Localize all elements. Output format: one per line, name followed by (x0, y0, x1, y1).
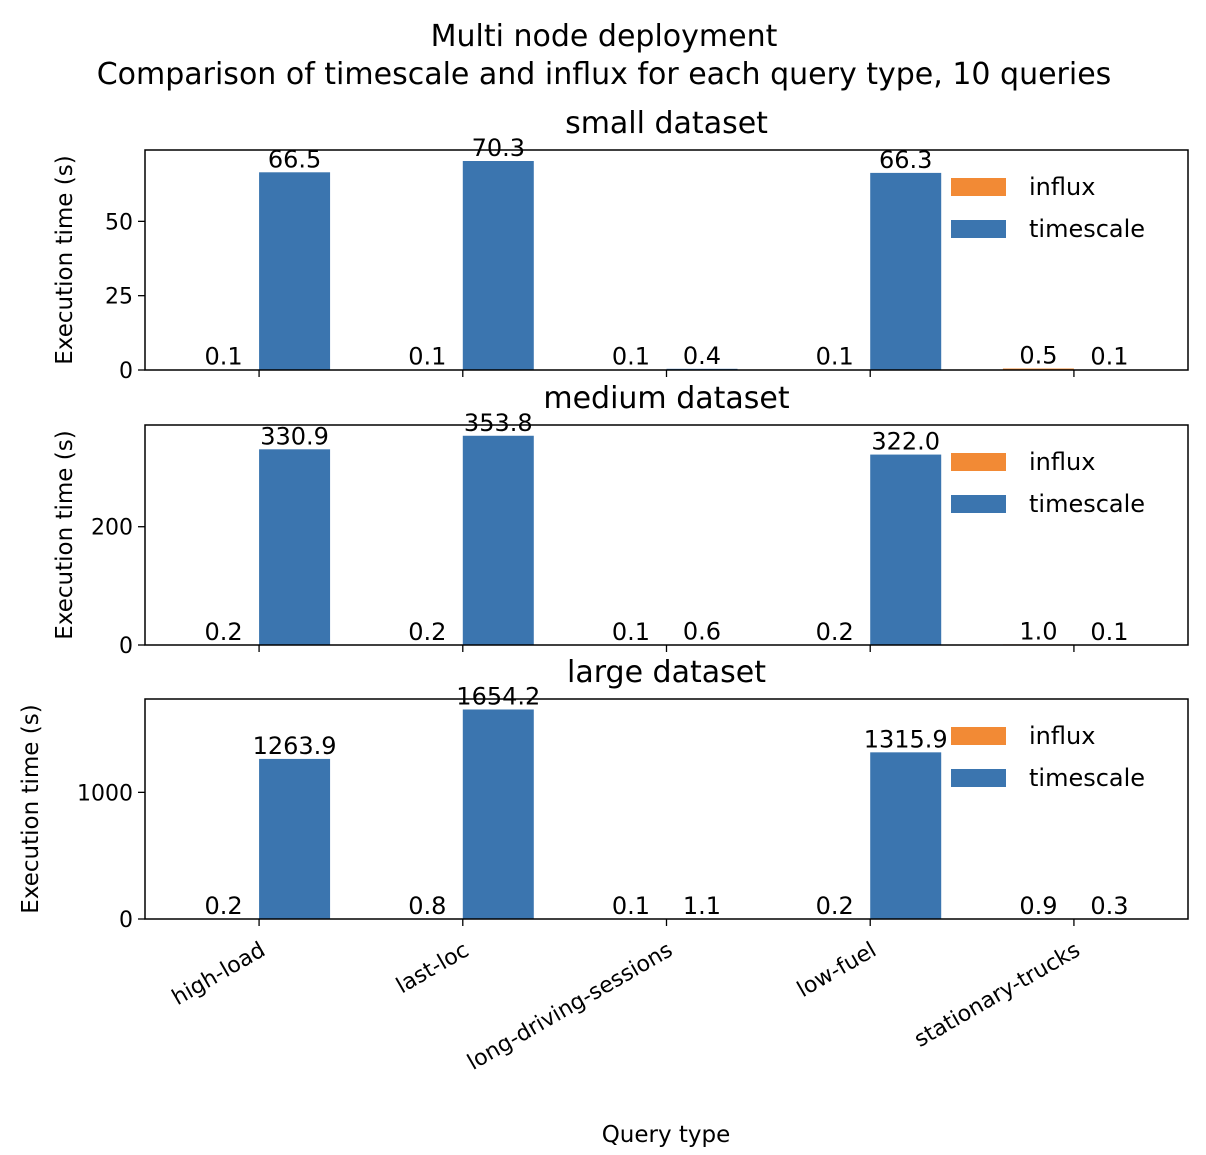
bar-timescale (259, 449, 330, 645)
chart-panel-2: medium dataset Execution time (s) 0 200 0.2 0… (52, 381, 1188, 659)
x-axis-label: Query type (602, 1122, 731, 1148)
legend-swatch-influx (951, 727, 1006, 745)
legend-swatch-influx (951, 453, 1006, 471)
legend-label-timescale: timescale (1029, 215, 1145, 243)
legend-label-timescale: timescale (1029, 490, 1145, 518)
y-tick-label: 25 (105, 285, 133, 310)
legend-label-timescale: timescale (1029, 764, 1145, 792)
legend-swatch-timescale (951, 769, 1006, 787)
y-axis-label: Execution time (s) (52, 430, 78, 639)
bar-label-timescale: 322.0 (871, 428, 940, 456)
bar-label-timescale: 330.9 (260, 422, 329, 450)
legend-swatch-influx (951, 178, 1006, 196)
chart-suptitle-line2: Comparison of timescale and influx for e… (97, 57, 1112, 92)
legend-label-influx: influx (1029, 448, 1095, 476)
bar-label-influx: 0.2 (816, 618, 854, 646)
legend: influx timescale (951, 448, 1145, 518)
bar-label-influx: 0.2 (408, 618, 446, 646)
x-tick-label: low-fuel (793, 938, 881, 1003)
bar-label-timescale: 353.8 (464, 409, 533, 437)
legend-label-influx: influx (1029, 722, 1095, 750)
bar-timescale (463, 161, 534, 370)
x-tick-label: high-load (168, 938, 270, 1011)
legend: influx timescale (951, 173, 1145, 243)
bar-timescale (870, 455, 941, 645)
panel-title: medium dataset (543, 381, 789, 416)
bar-label-influx: 0.9 (1019, 892, 1057, 920)
y-axis-label: Execution time (s) (52, 155, 78, 364)
bar-label-influx: 0.1 (612, 343, 650, 371)
bar-label-influx: 0.2 (204, 892, 242, 920)
bar-label-influx: 0.1 (612, 892, 650, 920)
bar-timescale (870, 752, 941, 919)
chart-panels: small dataset Execution time (s) 0 25 50 0.1 0… (18, 106, 1188, 1076)
chart-suptitle: Multi node deployment (431, 19, 778, 54)
y-tick-label: 0 (119, 634, 133, 659)
legend-swatch-timescale (951, 495, 1006, 513)
x-tick-label: last-loc (392, 938, 473, 999)
panel-title: large dataset (567, 655, 766, 690)
y-tick-label: 1000 (77, 781, 133, 806)
bar-timescale (463, 709, 534, 919)
bar-label-timescale: 0.6 (683, 618, 721, 646)
bar-timescale (463, 436, 534, 645)
bar-label-timescale: 0.4 (683, 342, 721, 370)
bar-label-influx: 0.1 (204, 343, 242, 371)
bar-timescale (870, 173, 941, 370)
legend: influx timescale (951, 722, 1145, 792)
bar-label-timescale: 0.1 (1090, 618, 1128, 646)
bar-label-timescale: 1315.9 (864, 725, 948, 753)
x-tick-label: long-driving-sessions (463, 938, 677, 1076)
x-tick-label: stationary-trucks (910, 938, 1084, 1053)
chart-panel-3: large dataset Execution time (s) 0 1000 0.2 0… (18, 655, 1188, 1076)
bar-label-influx: 0.1 (408, 343, 446, 371)
bar-label-timescale: 70.3 (472, 134, 525, 162)
y-tick-label: 50 (105, 210, 133, 235)
bar-label-influx: 0.1 (612, 618, 650, 646)
bar-label-influx: 1.0 (1019, 617, 1057, 645)
y-tick-label: 0 (119, 908, 133, 933)
bar-label-influx: 0.1 (816, 343, 854, 371)
bar-timescale (259, 172, 330, 370)
chart-panel-1: small dataset Execution time (s) 0 25 50 0.1 0… (52, 106, 1188, 384)
bar-label-timescale: 1263.9 (253, 732, 337, 760)
bar-label-influx: 0.2 (204, 618, 242, 646)
y-axis-label: Execution time (s) (18, 704, 44, 913)
bar-label-timescale: 1.1 (683, 892, 721, 920)
bar-label-influx: 0.5 (1019, 342, 1057, 370)
bar-label-influx: 0.8 (408, 892, 446, 920)
bar-label-influx: 0.2 (816, 892, 854, 920)
legend-label-influx: influx (1029, 173, 1095, 201)
y-tick-label: 200 (91, 516, 133, 541)
bar-label-timescale: 0.1 (1090, 343, 1128, 371)
panel-title: small dataset (565, 106, 768, 141)
bar-timescale (259, 759, 330, 919)
bar-label-timescale: 1654.2 (456, 682, 540, 710)
y-tick-label: 0 (119, 359, 133, 384)
bar-label-timescale: 0.3 (1090, 892, 1128, 920)
legend-swatch-timescale (951, 220, 1006, 238)
